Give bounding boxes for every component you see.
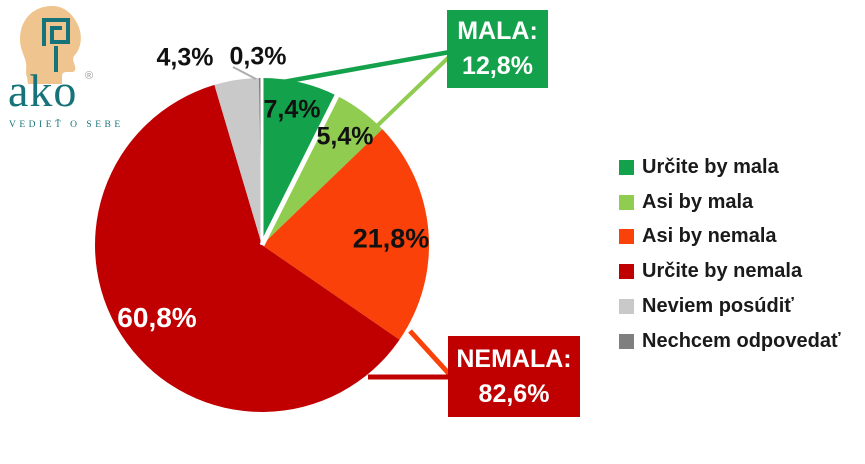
legend-swatch-icon bbox=[619, 299, 634, 315]
legend-label: Nechcem odpovedať bbox=[642, 329, 841, 352]
pie-slice bbox=[262, 95, 383, 245]
legend-item-asi-by-mala: Asi by mala bbox=[619, 185, 841, 220]
leader-line bbox=[232, 66, 257, 80]
legend-label: Asi by mala bbox=[642, 190, 754, 213]
slice-label-urcite-by-nemala: 60,8% bbox=[117, 302, 197, 333]
slice-label-nechcem-odpovedat: 0,3% bbox=[229, 42, 287, 71]
slice-label-asi-by-nemala: 21,8% bbox=[352, 223, 430, 254]
legend-item-neviem-posudit: Neviem posúdiť bbox=[619, 289, 841, 324]
legend-swatch-icon bbox=[619, 159, 634, 175]
pie-slice bbox=[262, 129, 430, 340]
legend-label: Určite by mala bbox=[642, 155, 779, 178]
ako-head-icon bbox=[20, 6, 81, 84]
pie-slice bbox=[214, 78, 262, 246]
ako-logo: ako ® VEDIEŤ O SEBE bbox=[6, 2, 126, 138]
slice-label-neviem-posudit: 4,3% bbox=[156, 43, 214, 72]
legend-label: Asi by nemala bbox=[642, 225, 777, 248]
leader-line bbox=[282, 49, 451, 85]
logo-tagline: VEDIEŤ O SEBE bbox=[9, 120, 124, 130]
registered-mark: ® bbox=[85, 70, 94, 82]
slice-label-urcite-by-mala: 7,4% bbox=[263, 95, 321, 124]
slice-label-asi-by-mala: 5,4% bbox=[316, 122, 374, 151]
legend-label: Určite by nemala bbox=[642, 260, 803, 283]
legend-item-urcite-by-nemala: Určite by nemala bbox=[619, 254, 841, 289]
legend-item-asi-by-nemala: Asi by nemala bbox=[619, 220, 841, 255]
leader-line bbox=[375, 54, 452, 128]
pie-slice bbox=[95, 84, 400, 412]
callout-mala-value: 12,8% bbox=[462, 52, 533, 80]
callout-nemala-value: 82,6% bbox=[478, 379, 550, 408]
legend-label: Neviem posúdiť bbox=[642, 295, 794, 318]
legend: Určite by mala Asi by mala Asi by nemala… bbox=[619, 150, 841, 359]
callout-nemala-title: NEMALA: bbox=[456, 344, 572, 373]
legend-swatch-icon bbox=[619, 194, 634, 210]
slice-separator bbox=[259, 93, 340, 247]
logo-brand-text: ako bbox=[8, 65, 78, 116]
legend-swatch-icon bbox=[619, 333, 634, 349]
legend-item-nechcem-odpovedat: Nechcem odpovedať bbox=[619, 324, 841, 359]
leader-line bbox=[408, 329, 453, 378]
legend-swatch-icon bbox=[619, 264, 634, 280]
legend-swatch-icon bbox=[619, 229, 634, 245]
callout-mala-title: MALA: bbox=[457, 17, 538, 45]
callout-mala: MALA: 12,8% bbox=[447, 10, 548, 88]
callout-nemala: NEMALA: 82,6% bbox=[448, 336, 580, 417]
legend-item-urcite-by-mala: Určite by mala bbox=[619, 150, 841, 185]
